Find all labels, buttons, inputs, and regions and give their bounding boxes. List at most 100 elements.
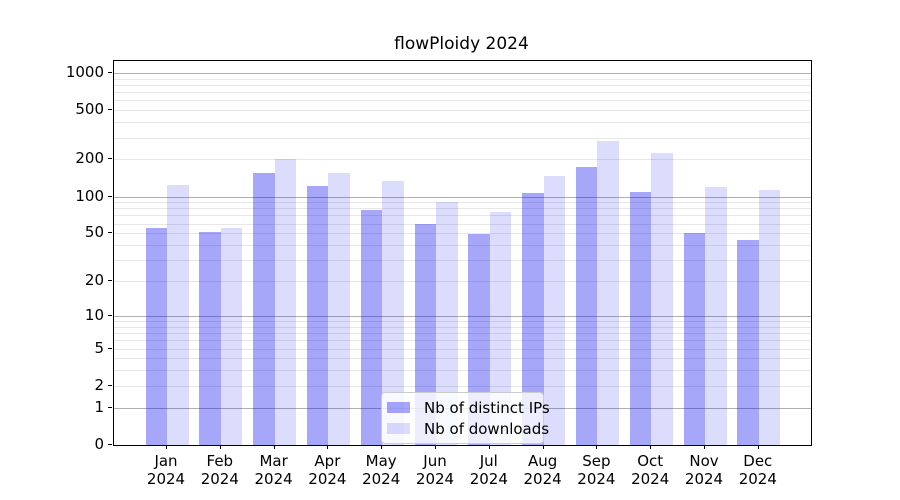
bar-distinct-ips-may [360,210,383,445]
gridline-minor-90 [114,202,811,204]
x-tick-mark-may [381,445,383,449]
legend-swatch-distinct-ips [387,402,410,413]
gridline-minor-4 [114,358,811,360]
gridline-minor-20 [114,281,811,282]
gridline-minor-300 [114,137,811,139]
gridline-major-100 [114,196,811,198]
gridline-minor-400 [114,122,811,124]
x-tick-label-sep: Sep 2024 [577,452,616,488]
gridline-minor-80 [114,208,811,210]
y-tick-label-20: 20 [84,271,104,289]
y-tick-label-1: 1 [94,397,104,416]
x-tick-mark-jul [488,445,490,449]
gridline-minor-5 [114,348,811,350]
bar-distinct-ips-oct [629,192,652,445]
bar-distinct-ips-jan [145,228,167,445]
plot-area: Nb of distinct IPs Nb of downloads [113,60,812,446]
y-tick-mark-2 [108,384,112,386]
gridline-minor-60 [114,223,811,225]
bar-downloads-dec [758,190,781,445]
x-tick-mark-mar [273,445,275,449]
y-tick-label-200: 200 [75,149,104,168]
x-tick-mark-jun [435,445,436,449]
y-tick-mark-1000 [108,71,112,73]
y-tick-label-500: 500 [75,100,104,119]
bar-downloads-apr [328,173,350,445]
x-tick-mark-jan [166,445,167,449]
legend-row-distinct-ips: Nb of distinct IPs [387,397,550,418]
bar-distinct-ips-feb [199,232,221,445]
x-tick-label-jul: Jul 2024 [469,452,508,488]
bar-downloads-aug [543,175,566,445]
chart-title: flowPloidy 2024 [394,34,529,54]
bar-downloads-nov [705,186,727,445]
bar-downloads-feb [220,228,243,445]
x-tick-mark-apr [327,445,329,449]
x-tick-mark-sep [596,445,598,449]
bar-downloads-jun [436,202,458,445]
y-tick-label-10: 10 [84,305,104,324]
y-tick-mark-50 [108,232,112,234]
gridline-minor-700 [114,92,811,94]
gridline-minor-500 [114,110,811,112]
y-tick-label-1000: 1000 [65,62,104,81]
bar-distinct-ips-mar [253,173,275,445]
legend-swatch-downloads [387,423,410,434]
y-tick-label-50: 50 [84,223,104,242]
gridline-minor-800 [114,84,811,86]
x-tick-label-jun: Jun 2024 [415,452,455,488]
legend-row-downloads: Nb of downloads [387,418,549,439]
bar-downloads-sep [597,141,619,445]
bar-downloads-mar [274,159,297,445]
legend-label-distinct-ips: Nb of distinct IPs [424,398,550,417]
gridline-major-1000 [114,72,811,74]
bar-distinct-ips-nov [683,233,705,445]
bar-downloads-may [382,180,404,445]
gridline-minor-9 [114,321,811,322]
bar-distinct-ips-apr [306,185,329,445]
x-tick-label-feb: Feb 2024 [200,452,239,488]
y-tick-label-100: 100 [75,186,104,205]
x-tick-mark-dec [757,445,759,449]
x-tick-label-apr: Apr 2024 [308,452,347,488]
bar-downloads-oct [651,153,673,445]
x-tick-mark-feb [219,445,221,449]
x-tick-label-dec: Dec 2024 [738,452,777,488]
gridline-minor-900 [114,78,811,80]
x-tick-mark-aug [542,445,544,449]
bar-distinct-ips-aug [522,192,544,445]
gridline-minor-8 [114,326,811,328]
gridline-minor-50 [114,233,811,235]
gridline-minor-70 [114,215,811,217]
y-tick-mark-100 [108,195,112,197]
bar-distinct-ips-sep [575,167,598,445]
y-tick-mark-500 [108,109,112,111]
gridline-minor-2 [114,385,811,387]
gridline-minor-40 [114,245,811,246]
bar-downloads-jul [489,211,512,445]
x-tick-mark-oct [650,445,652,449]
y-tick-mark-1 [108,406,112,408]
gridline-minor-200 [114,159,811,161]
y-tick-mark-10 [108,314,112,316]
gridline-major-10 [114,315,811,317]
gridline-minor-600 [114,100,811,102]
y-tick-mark-20 [108,280,112,281]
y-tick-label-0: 0 [94,435,104,453]
x-tick-mark-nov [704,445,705,449]
gridline-minor-7 [114,333,811,334]
y-tick-label-5: 5 [94,338,104,357]
x-tick-label-may: May 2024 [362,452,401,488]
legend: Nb of distinct IPs Nb of downloads [381,392,550,444]
x-tick-label-oct: Oct 2024 [631,452,670,488]
legend-label-downloads: Nb of downloads [424,419,550,438]
gridline-minor-6 [114,340,811,342]
x-tick-label-jan: Jan 2024 [146,452,186,488]
gridline-minor-3 [114,370,811,372]
x-tick-label-mar: Mar 2024 [254,452,293,488]
gridline-minor-30 [114,260,811,262]
y-tick-mark-200 [108,158,112,160]
y-tick-mark-5 [108,347,112,349]
y-tick-mark-0 [108,444,112,445]
